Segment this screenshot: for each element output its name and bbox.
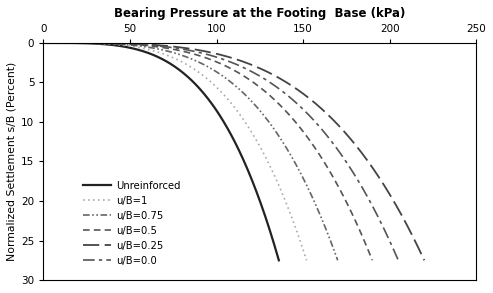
u/B=0.5 bbox=[288, 115, 294, 119]
Unreinforced bbox=[198, 88, 204, 91]
u/B=1 bbox=[108, 42, 114, 46]
Legend: Unreinforced, u/B=1, u/B=0.75, u/B=0.5, u/B=0.25, u/B=0.0: Unreinforced, u/B=1, u/B=0.75, u/B=0.5, … bbox=[83, 180, 180, 265]
Unreinforced bbox=[147, 52, 153, 55]
u/B=0.0 bbox=[308, 115, 314, 119]
Unreinforced bbox=[40, 41, 46, 45]
u/B=0.75 bbox=[237, 88, 243, 91]
u/B=0.5 bbox=[40, 41, 46, 45]
Unreinforced bbox=[218, 115, 224, 119]
u/B=1 bbox=[87, 42, 93, 45]
u/B=0.75 bbox=[93, 42, 99, 45]
u/B=0.5 bbox=[99, 42, 105, 45]
u/B=0.0 bbox=[103, 42, 109, 45]
u/B=0.75 bbox=[214, 70, 220, 74]
u/B=0.5 bbox=[369, 258, 375, 262]
u/B=0.25 bbox=[327, 115, 333, 119]
u/B=0.0 bbox=[249, 70, 255, 74]
Y-axis label: Normalized Settlement s/B (Percent): Normalized Settlement s/B (Percent) bbox=[7, 62, 17, 261]
u/B=0.75 bbox=[262, 115, 268, 119]
Unreinforced bbox=[82, 42, 88, 45]
Line: u/B=0.25: u/B=0.25 bbox=[43, 43, 424, 260]
u/B=0.0 bbox=[132, 42, 138, 46]
u/B=0.5 bbox=[234, 70, 240, 74]
X-axis label: Bearing Pressure at the Footing  Base (kPa): Bearing Pressure at the Footing Base (kP… bbox=[114, 7, 405, 20]
u/B=0.25 bbox=[422, 258, 427, 262]
u/B=0.5 bbox=[189, 52, 195, 55]
u/B=0.75 bbox=[335, 258, 341, 262]
u/B=1 bbox=[196, 70, 202, 74]
u/B=1 bbox=[40, 41, 46, 45]
u/B=1 bbox=[239, 115, 245, 119]
u/B=0.25 bbox=[40, 41, 46, 45]
u/B=0.75 bbox=[116, 42, 122, 46]
u/B=0.25 bbox=[139, 42, 144, 46]
Unreinforced bbox=[179, 70, 185, 74]
Line: u/B=0.75: u/B=0.75 bbox=[43, 43, 338, 260]
u/B=0.25 bbox=[108, 42, 114, 45]
u/B=0.25 bbox=[213, 52, 219, 55]
u/B=0.5 bbox=[260, 88, 266, 91]
u/B=0.75 bbox=[174, 52, 179, 55]
u/B=0.5 bbox=[125, 42, 131, 46]
Line: u/B=0.5: u/B=0.5 bbox=[43, 43, 372, 260]
Line: Unreinforced: Unreinforced bbox=[43, 43, 279, 260]
u/B=1 bbox=[304, 258, 310, 262]
u/B=0.75 bbox=[40, 41, 46, 45]
Line: u/B=0.0: u/B=0.0 bbox=[43, 43, 398, 260]
Unreinforced bbox=[276, 258, 282, 262]
u/B=1 bbox=[159, 52, 165, 55]
u/B=0.25 bbox=[265, 70, 271, 74]
u/B=0.0 bbox=[278, 88, 283, 91]
u/B=0.0 bbox=[40, 41, 46, 45]
u/B=0.25 bbox=[295, 88, 301, 91]
u/B=0.0 bbox=[395, 258, 401, 262]
u/B=0.0 bbox=[201, 52, 207, 55]
u/B=1 bbox=[216, 88, 222, 91]
Unreinforced bbox=[101, 42, 107, 46]
Line: u/B=1: u/B=1 bbox=[43, 43, 307, 260]
